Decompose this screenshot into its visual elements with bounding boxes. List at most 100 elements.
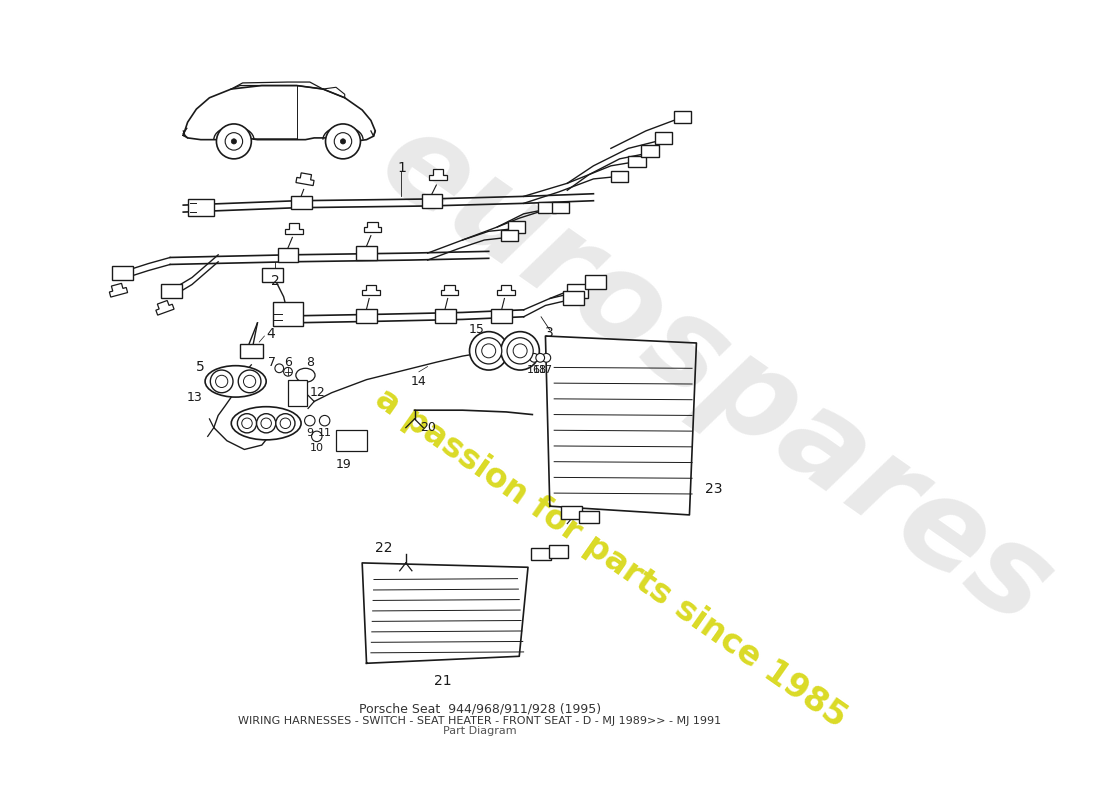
FancyBboxPatch shape xyxy=(563,290,584,305)
Text: 16: 16 xyxy=(527,365,541,375)
Text: Part Diagram: Part Diagram xyxy=(443,726,517,736)
FancyBboxPatch shape xyxy=(336,430,367,451)
FancyBboxPatch shape xyxy=(500,230,518,242)
Circle shape xyxy=(482,344,496,358)
Text: 4: 4 xyxy=(266,327,275,342)
FancyBboxPatch shape xyxy=(290,195,311,210)
Text: 7: 7 xyxy=(268,356,276,369)
FancyBboxPatch shape xyxy=(434,309,455,323)
Text: 15: 15 xyxy=(469,323,484,336)
Circle shape xyxy=(311,431,322,442)
Circle shape xyxy=(334,133,352,150)
Ellipse shape xyxy=(231,406,301,440)
Polygon shape xyxy=(441,285,459,295)
Circle shape xyxy=(239,370,261,393)
Text: 6: 6 xyxy=(284,356,292,369)
Circle shape xyxy=(514,344,527,358)
FancyBboxPatch shape xyxy=(628,156,646,167)
FancyBboxPatch shape xyxy=(240,344,263,358)
Text: 13: 13 xyxy=(187,390,202,403)
Circle shape xyxy=(470,332,508,370)
FancyBboxPatch shape xyxy=(531,548,551,560)
Text: 9: 9 xyxy=(306,428,313,438)
Circle shape xyxy=(261,418,272,429)
FancyBboxPatch shape xyxy=(112,266,133,280)
Circle shape xyxy=(276,414,295,433)
Circle shape xyxy=(326,124,361,159)
Polygon shape xyxy=(364,222,382,232)
FancyBboxPatch shape xyxy=(356,246,377,260)
Circle shape xyxy=(500,332,539,370)
Text: 1: 1 xyxy=(397,161,406,174)
FancyBboxPatch shape xyxy=(273,302,304,326)
FancyBboxPatch shape xyxy=(585,275,606,289)
Circle shape xyxy=(530,354,539,362)
Text: 12: 12 xyxy=(310,386,326,399)
FancyBboxPatch shape xyxy=(262,268,283,282)
Circle shape xyxy=(284,367,293,376)
Circle shape xyxy=(275,364,284,373)
FancyBboxPatch shape xyxy=(551,202,569,214)
FancyBboxPatch shape xyxy=(641,146,659,157)
Text: WIRING HARNESSES - SWITCH - SEAT HEATER - FRONT SEAT - D - MJ 1989>> - MJ 1991: WIRING HARNESSES - SWITCH - SEAT HEATER … xyxy=(239,716,722,726)
Text: 18: 18 xyxy=(534,365,548,375)
FancyBboxPatch shape xyxy=(277,248,298,262)
Text: a passion for parts since 1985: a passion for parts since 1985 xyxy=(368,382,852,734)
Polygon shape xyxy=(156,301,174,315)
Circle shape xyxy=(243,375,255,387)
Text: 21: 21 xyxy=(433,674,451,688)
Text: 2: 2 xyxy=(271,274,279,288)
FancyBboxPatch shape xyxy=(610,170,628,182)
Circle shape xyxy=(217,124,251,159)
Polygon shape xyxy=(109,283,128,297)
Circle shape xyxy=(507,338,534,364)
FancyBboxPatch shape xyxy=(549,546,568,558)
FancyBboxPatch shape xyxy=(568,284,588,298)
Text: 22: 22 xyxy=(375,541,393,555)
Text: 14: 14 xyxy=(411,375,427,388)
Circle shape xyxy=(280,418,290,429)
FancyBboxPatch shape xyxy=(673,111,691,122)
Ellipse shape xyxy=(296,368,315,382)
Circle shape xyxy=(216,375,228,387)
Circle shape xyxy=(238,414,256,433)
Polygon shape xyxy=(296,173,314,186)
Text: 23: 23 xyxy=(705,482,723,496)
FancyBboxPatch shape xyxy=(161,284,182,298)
Circle shape xyxy=(536,354,544,362)
FancyBboxPatch shape xyxy=(492,309,513,323)
FancyBboxPatch shape xyxy=(508,222,526,233)
Text: 5: 5 xyxy=(196,359,205,374)
Text: 3: 3 xyxy=(546,326,554,340)
Circle shape xyxy=(542,354,551,362)
Text: eurospares: eurospares xyxy=(358,99,1074,651)
Ellipse shape xyxy=(205,366,266,397)
Circle shape xyxy=(305,415,315,426)
FancyBboxPatch shape xyxy=(654,132,672,143)
Circle shape xyxy=(242,418,252,429)
Circle shape xyxy=(319,415,330,426)
FancyBboxPatch shape xyxy=(561,506,582,519)
Polygon shape xyxy=(285,223,303,234)
Circle shape xyxy=(226,133,243,150)
Circle shape xyxy=(340,138,345,144)
Polygon shape xyxy=(429,170,447,180)
FancyBboxPatch shape xyxy=(421,194,442,208)
Circle shape xyxy=(231,138,236,144)
FancyBboxPatch shape xyxy=(288,380,307,406)
Circle shape xyxy=(475,338,502,364)
FancyBboxPatch shape xyxy=(188,199,213,217)
Text: Porsche Seat  944/968/911/928 (1995): Porsche Seat 944/968/911/928 (1995) xyxy=(359,702,601,715)
Circle shape xyxy=(256,414,276,433)
FancyBboxPatch shape xyxy=(580,510,598,522)
Polygon shape xyxy=(497,285,515,295)
Text: 17: 17 xyxy=(539,365,553,375)
Text: 8: 8 xyxy=(306,356,313,369)
Text: 11: 11 xyxy=(318,428,331,438)
FancyBboxPatch shape xyxy=(539,202,556,214)
FancyBboxPatch shape xyxy=(356,309,377,323)
Text: 20: 20 xyxy=(420,421,436,434)
Text: 19: 19 xyxy=(336,458,352,471)
Polygon shape xyxy=(362,285,380,295)
Text: 10: 10 xyxy=(310,443,323,454)
